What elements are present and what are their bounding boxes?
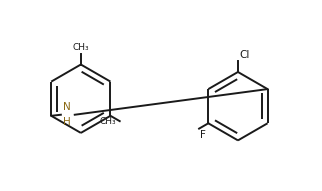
Text: F: F <box>200 130 206 140</box>
Text: H: H <box>63 117 71 127</box>
Text: CH₃: CH₃ <box>100 117 117 126</box>
Text: CH₃: CH₃ <box>72 43 89 52</box>
Text: Cl: Cl <box>239 50 250 60</box>
Text: N: N <box>63 102 71 112</box>
